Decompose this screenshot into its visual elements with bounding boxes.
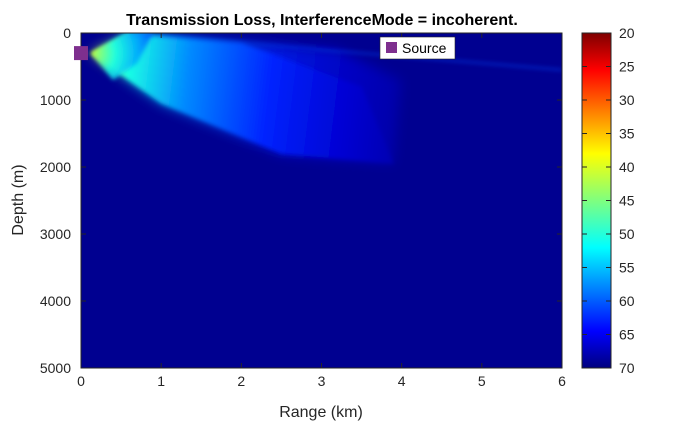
colorbar-tick-label: 55: [619, 260, 635, 276]
beam-core: [90, 33, 154, 80]
beam-wedge: [90, 33, 394, 164]
source-marker: [74, 46, 88, 61]
colorbar-tick-label: 20: [619, 25, 635, 41]
y-tick-label: 2000: [40, 159, 71, 175]
colorbar-tick-label: 25: [619, 59, 635, 75]
x-tick-label: 0: [77, 373, 85, 389]
y-tick-label: 4000: [40, 293, 71, 309]
chart-title: Transmission Loss, InterferenceMode = in…: [126, 12, 518, 29]
colorbar-ticks: 20 25 30 35 40 45 50 55 60 65 70: [582, 25, 635, 376]
y-tick-label: 1000: [40, 92, 71, 108]
colorbar-tick-label: 60: [619, 293, 635, 309]
source-marker-square: [74, 46, 88, 61]
tl-field: [90, 33, 562, 164]
x-tick-label: 3: [318, 373, 326, 389]
y-axis: 0 1000 2000 3000 4000 5000: [40, 25, 562, 376]
x-axis: 0 1 2 3 4 5 6: [77, 33, 566, 389]
legend-box: [379, 36, 456, 60]
colorbar-tick-label: 65: [619, 327, 635, 343]
x-tick-label: 4: [398, 373, 406, 389]
legend: Source: [379, 36, 456, 60]
x-tick-label: 1: [157, 373, 165, 389]
colorbar-tick-label: 30: [619, 92, 635, 108]
colorbar-tick-label: 70: [619, 360, 635, 376]
legend-swatch: [386, 42, 397, 53]
colorbar-tick-label: 45: [619, 193, 635, 209]
legend-label-source: Source: [402, 40, 447, 56]
colorbar: 20 25 30 35 40 45 50 55 60 65 70: [581, 25, 635, 376]
colorbar-tick-label: 35: [619, 126, 635, 142]
reflected-ray: [129, 33, 562, 71]
y-tick-label: 0: [63, 25, 71, 41]
y-tick-label: 3000: [40, 226, 71, 242]
x-tick-label: 5: [478, 373, 486, 389]
colorbar-tick-label: 40: [619, 159, 635, 175]
x-tick-label: 6: [558, 373, 566, 389]
x-axis-label: Range (km): [279, 404, 363, 421]
x-tick-label: 2: [237, 373, 245, 389]
y-tick-label: 5000: [40, 360, 71, 376]
y-axis-label: Depth (m): [10, 164, 27, 235]
colorbar-tick-label: 50: [619, 226, 635, 242]
